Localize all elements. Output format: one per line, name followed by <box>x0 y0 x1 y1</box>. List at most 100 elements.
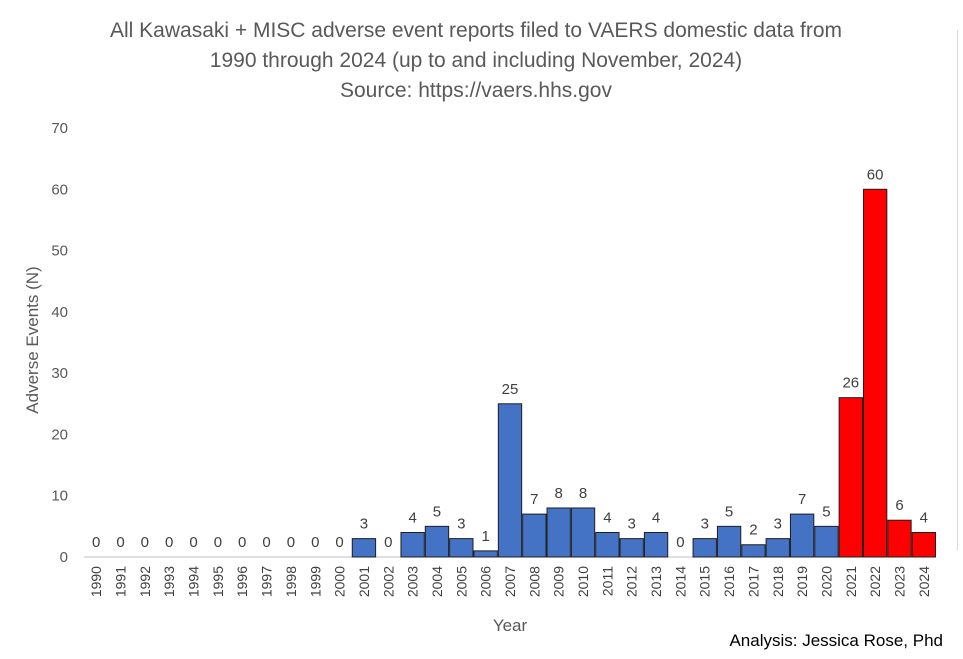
data-label-2001: 3 <box>360 516 368 533</box>
data-label-1999: 0 <box>311 534 319 551</box>
bar-2007 <box>497 403 523 558</box>
x-tick-label-2013: 2013 <box>648 566 664 597</box>
chart-title: All Kawasaki + MISC adverse event report… <box>110 19 842 102</box>
x-tick-label-2000: 2000 <box>332 566 348 597</box>
frame-edge-line <box>957 30 958 550</box>
x-tick-label-2006: 2006 <box>478 566 494 597</box>
y-tick-label: 50 <box>51 243 68 260</box>
x-tick-label-1990: 1990 <box>88 566 104 597</box>
x-tick-label-2015: 2015 <box>697 566 713 597</box>
data-label-2010: 8 <box>579 485 587 502</box>
chart-title-line-3: Source: https://vaers.hhs.gov <box>340 79 612 102</box>
data-label-1997: 0 <box>262 534 270 551</box>
bar-2010 <box>570 507 596 558</box>
x-tick-label-2023: 2023 <box>891 566 907 597</box>
chart-title-line-1: All Kawasaki + MISC adverse event report… <box>110 19 842 42</box>
x-tick-label-2003: 2003 <box>405 566 421 597</box>
x-tick-label-2018: 2018 <box>770 566 786 597</box>
data-label-2012: 3 <box>628 516 636 533</box>
x-tick-label-2020: 2020 <box>818 566 834 597</box>
bar-2001 <box>351 538 377 558</box>
x-tick-label-1995: 1995 <box>210 566 226 597</box>
x-tick-label-2007: 2007 <box>502 566 518 597</box>
x-tick-label-1994: 1994 <box>186 566 202 597</box>
bar-2003 <box>400 531 425 558</box>
data-label-2018: 3 <box>774 516 782 533</box>
data-label-2019: 7 <box>798 491 806 508</box>
data-label-2020: 5 <box>822 503 830 520</box>
data-label-2015: 3 <box>701 516 709 533</box>
bar-2024 <box>911 531 937 558</box>
x-tick-label-2024: 2024 <box>916 566 932 597</box>
x-tick-label-2011: 2011 <box>599 566 615 596</box>
y-tick-label: 40 <box>51 304 68 321</box>
chart-title-line-2: 1990 through 2024 (up to and including N… <box>210 49 742 72</box>
data-label-2003: 4 <box>408 509 416 526</box>
data-label-2021: 26 <box>842 375 859 392</box>
x-axis-ticks: 1990 1991 1992 1993 1994 1995 1996 1997 1998 1999… <box>88 566 932 597</box>
x-tick-label-2008: 2008 <box>526 566 542 597</box>
y-tick-label: 70 <box>51 120 68 137</box>
x-tick-label-2010: 2010 <box>575 566 591 597</box>
bar-2022 <box>862 188 888 558</box>
data-label-1991: 0 <box>116 534 124 551</box>
x-axis-title: Year <box>493 616 528 635</box>
data-label-1993: 0 <box>165 534 173 551</box>
y-axis-title: Adverse Events (N) <box>23 266 42 413</box>
analysis-credit: Analysis: Jessica Rose, Phd <box>729 631 943 650</box>
x-tick-label-1997: 1997 <box>259 566 275 597</box>
bar-2016 <box>716 525 742 558</box>
y-axis-ticks: 0 10 20 30 40 50 60 70 <box>51 120 68 566</box>
bar-2015 <box>692 538 717 558</box>
bar-2013 <box>643 531 669 558</box>
y-tick-label: 30 <box>51 365 68 382</box>
x-tick-label-1992: 1992 <box>137 566 153 597</box>
bar-2006 <box>473 550 498 558</box>
y-tick-label: 10 <box>51 488 68 505</box>
data-label-2024: 4 <box>920 509 928 526</box>
x-tick-label-2004: 2004 <box>429 566 445 597</box>
data-label-2023: 6 <box>895 497 903 514</box>
data-label-2022: 60 <box>867 166 884 183</box>
data-label-2005: 3 <box>457 516 465 533</box>
x-tick-label-2009: 2009 <box>551 566 567 597</box>
bar-2019 <box>789 513 815 558</box>
y-tick-label: 60 <box>51 181 68 198</box>
bar-2009 <box>546 507 571 558</box>
data-label-1992: 0 <box>141 534 149 551</box>
x-tick-label-1998: 1998 <box>283 566 299 597</box>
x-tick-label-1991: 1991 <box>113 566 129 597</box>
bar-2023 <box>887 519 912 558</box>
data-label-1990: 0 <box>92 534 100 551</box>
x-tick-label-2016: 2016 <box>721 566 737 597</box>
x-tick-label-2022: 2022 <box>867 566 883 597</box>
y-tick-label: 20 <box>51 426 68 443</box>
x-tick-label-2001: 2001 <box>356 566 372 597</box>
bar-2005 <box>449 538 474 558</box>
data-label-2006: 1 <box>481 528 489 545</box>
data-label-2013: 4 <box>652 509 660 526</box>
bars <box>351 188 937 558</box>
data-label-2011: 4 <box>603 509 611 526</box>
x-tick-label-2014: 2014 <box>672 566 688 597</box>
x-tick-label-2005: 2005 <box>453 566 469 597</box>
x-tick-label-1996: 1996 <box>234 566 250 597</box>
data-label-1995: 0 <box>214 534 222 551</box>
data-label-1996: 0 <box>238 534 246 551</box>
y-tick-label: 0 <box>60 549 68 566</box>
data-label-1994: 0 <box>189 534 197 551</box>
bar-2004 <box>424 525 450 558</box>
x-tick-label-1999: 1999 <box>307 566 323 597</box>
x-tick-label-2012: 2012 <box>624 566 640 597</box>
data-label-2016: 5 <box>725 503 733 520</box>
x-tick-label-2002: 2002 <box>380 566 396 597</box>
x-tick-label-2019: 2019 <box>794 566 810 597</box>
data-label-1998: 0 <box>287 534 295 551</box>
data-label-2002: 0 <box>384 534 392 551</box>
x-tick-label-2017: 2017 <box>745 566 761 597</box>
data-label-2017: 2 <box>749 522 757 539</box>
data-label-2009: 8 <box>555 485 563 502</box>
x-tick-label-2021: 2021 <box>843 566 859 597</box>
